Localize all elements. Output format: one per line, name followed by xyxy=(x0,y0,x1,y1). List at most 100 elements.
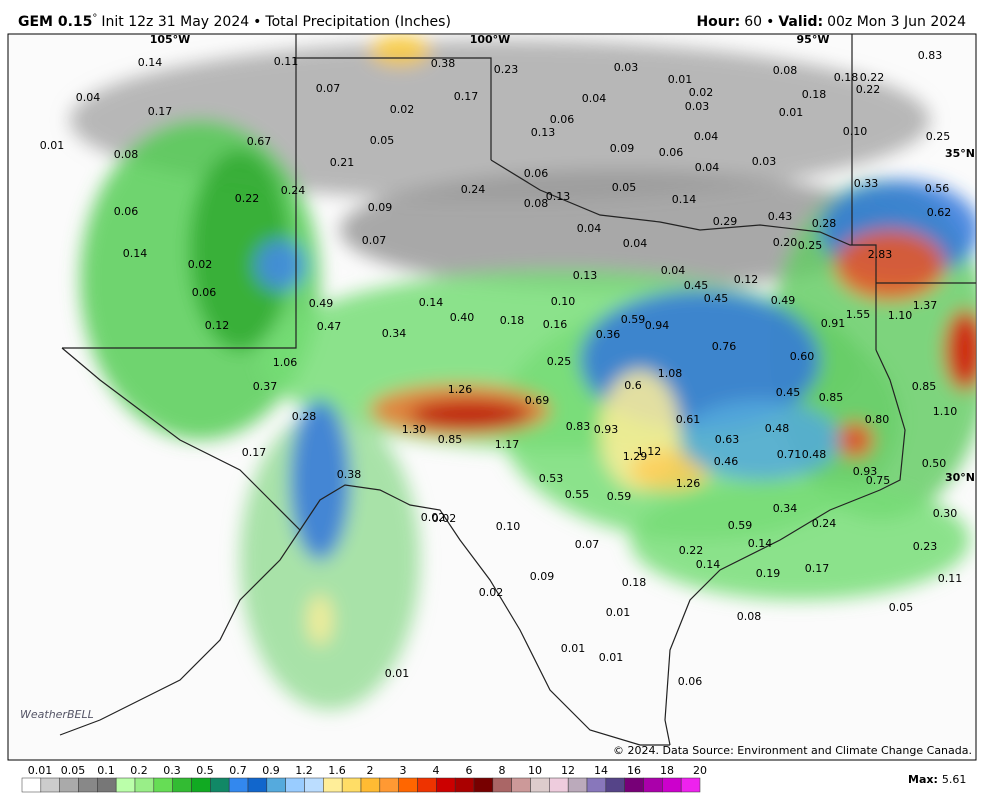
point-value: 0.75 xyxy=(866,474,891,487)
legend-swatch xyxy=(21,777,42,793)
legend-swatch xyxy=(304,777,324,793)
legend: 0.01 0.05 0.1 0.2 0.3 0.5 0.7 0.9 1.2 1.6 2 3 4 6 8 10 1… xyxy=(21,764,707,793)
point-value: 0.16 xyxy=(543,318,568,331)
point-value: 0.50 xyxy=(922,457,947,470)
point-value: 1.10 xyxy=(933,405,958,418)
point-value: 0.14 xyxy=(419,296,444,309)
point-value: 0.85 xyxy=(912,380,937,393)
legend-swatch xyxy=(97,777,117,793)
point-value: 0.09 xyxy=(368,201,393,214)
legend-swatch xyxy=(567,777,588,793)
point-value: 0.01 xyxy=(40,139,65,152)
borders xyxy=(59,34,976,746)
point-value: 0.05 xyxy=(370,134,395,147)
point-value: 0.05 xyxy=(889,601,914,614)
point-value: 0.49 xyxy=(309,297,334,310)
point-value: 0.02 xyxy=(390,103,415,116)
point-value: 0.69 xyxy=(525,394,550,407)
header-right: Hour: 60 • Valid: 00z Mon 3 Jun 2024 xyxy=(696,14,966,30)
legend-swatch xyxy=(266,777,286,793)
point-value: 0.40 xyxy=(450,311,475,324)
point-value: 0.05 xyxy=(612,181,637,194)
separator: • xyxy=(766,14,774,30)
legend-tick: 20 xyxy=(693,764,707,777)
legend-swatch xyxy=(341,777,362,793)
legend-tick: 0.01 xyxy=(28,764,53,777)
point-value: 0.91 xyxy=(821,317,846,330)
point-value: 0.59 xyxy=(621,313,646,326)
precip-area xyxy=(630,450,710,490)
point-value: 0.28 xyxy=(812,217,837,230)
legend-swatch xyxy=(115,777,136,793)
point-value: 0.12 xyxy=(205,319,230,332)
point-value: 0.22 xyxy=(679,544,704,557)
point-value: 1.26 xyxy=(676,477,701,490)
point-value: 0.63 xyxy=(715,433,740,446)
point-value: 0.04 xyxy=(76,91,101,104)
point-value: 0.02 xyxy=(421,511,446,524)
legend-swatch xyxy=(662,777,682,793)
legend-swatch xyxy=(285,777,305,793)
hour-label: Hour: xyxy=(696,14,740,30)
point-value: 0.08 xyxy=(524,197,549,210)
point-value: 0.24 xyxy=(812,517,837,530)
precip-area xyxy=(255,240,305,290)
legend-swatch xyxy=(59,777,79,793)
point-value: 1.10 xyxy=(888,309,913,322)
legend-tick: 0.3 xyxy=(163,764,181,777)
point-value: 0.30 xyxy=(933,507,958,520)
point-value: 0.06 xyxy=(678,675,703,688)
point-value: 0.17 xyxy=(454,90,479,103)
legend-tick: 12 xyxy=(561,764,575,777)
valid-label: Valid: xyxy=(778,14,823,30)
point-value: 0.56 xyxy=(925,182,950,195)
point-value: 0.24 xyxy=(461,183,486,196)
point-value: 0.45 xyxy=(684,279,709,292)
point-value: 0.06 xyxy=(659,146,684,159)
init: Init 12z 31 May 2024 xyxy=(101,14,249,30)
point-value: 1.26 xyxy=(448,383,473,396)
point-value: 0.25 xyxy=(547,355,572,368)
point-value: 0.08 xyxy=(773,64,798,77)
point-value: 0.01 xyxy=(779,106,804,119)
point-value: 1.29 xyxy=(623,450,648,463)
legend-swatch xyxy=(454,777,475,793)
point-value: 0.34 xyxy=(382,327,407,340)
legend-swatch xyxy=(228,777,249,793)
point-value: 0.06 xyxy=(114,205,139,218)
point-value: 0.17 xyxy=(148,105,173,118)
precip-area xyxy=(340,170,900,290)
point-value: 0.10 xyxy=(843,125,868,138)
point-value: 0.38 xyxy=(431,57,456,70)
point-value: 0.02 xyxy=(479,586,504,599)
point-value: 0.23 xyxy=(913,540,938,553)
point-value: 0.13 xyxy=(546,190,571,203)
point-value: 0.09 xyxy=(610,142,635,155)
precip-area xyxy=(410,400,530,430)
legend-swatch xyxy=(247,777,268,793)
point-value: 0.6 xyxy=(624,379,642,392)
header-left: GEM 0.15° Init 12z 31 May 2024 • Total Prec… xyxy=(18,13,451,30)
point-value: 0.04 xyxy=(623,237,648,250)
legend-swatch xyxy=(191,777,211,793)
legend-tick: 4 xyxy=(433,764,440,777)
legend-tick: 0.9 xyxy=(262,764,280,777)
point-value: 1.08 xyxy=(658,367,683,380)
legend-swatch xyxy=(78,777,98,793)
point-value: 1.37 xyxy=(913,299,938,312)
point-value: 0.53 xyxy=(539,472,564,485)
legend-swatch xyxy=(323,777,343,793)
point-value: 0.22 xyxy=(856,83,881,96)
lon-label: 105°W xyxy=(150,33,191,46)
point-value: 0.29 xyxy=(713,215,738,228)
legend-swatch xyxy=(398,777,418,793)
point-value: 0.85 xyxy=(438,433,463,446)
logo: WeatherBELL xyxy=(20,708,94,721)
separator: • xyxy=(253,14,261,30)
precip-area xyxy=(240,410,420,710)
point-value: 0.49 xyxy=(771,294,796,307)
point-value: 0.08 xyxy=(737,610,762,623)
legend-swatch xyxy=(153,777,173,793)
point-value: 1.55 xyxy=(846,308,871,321)
